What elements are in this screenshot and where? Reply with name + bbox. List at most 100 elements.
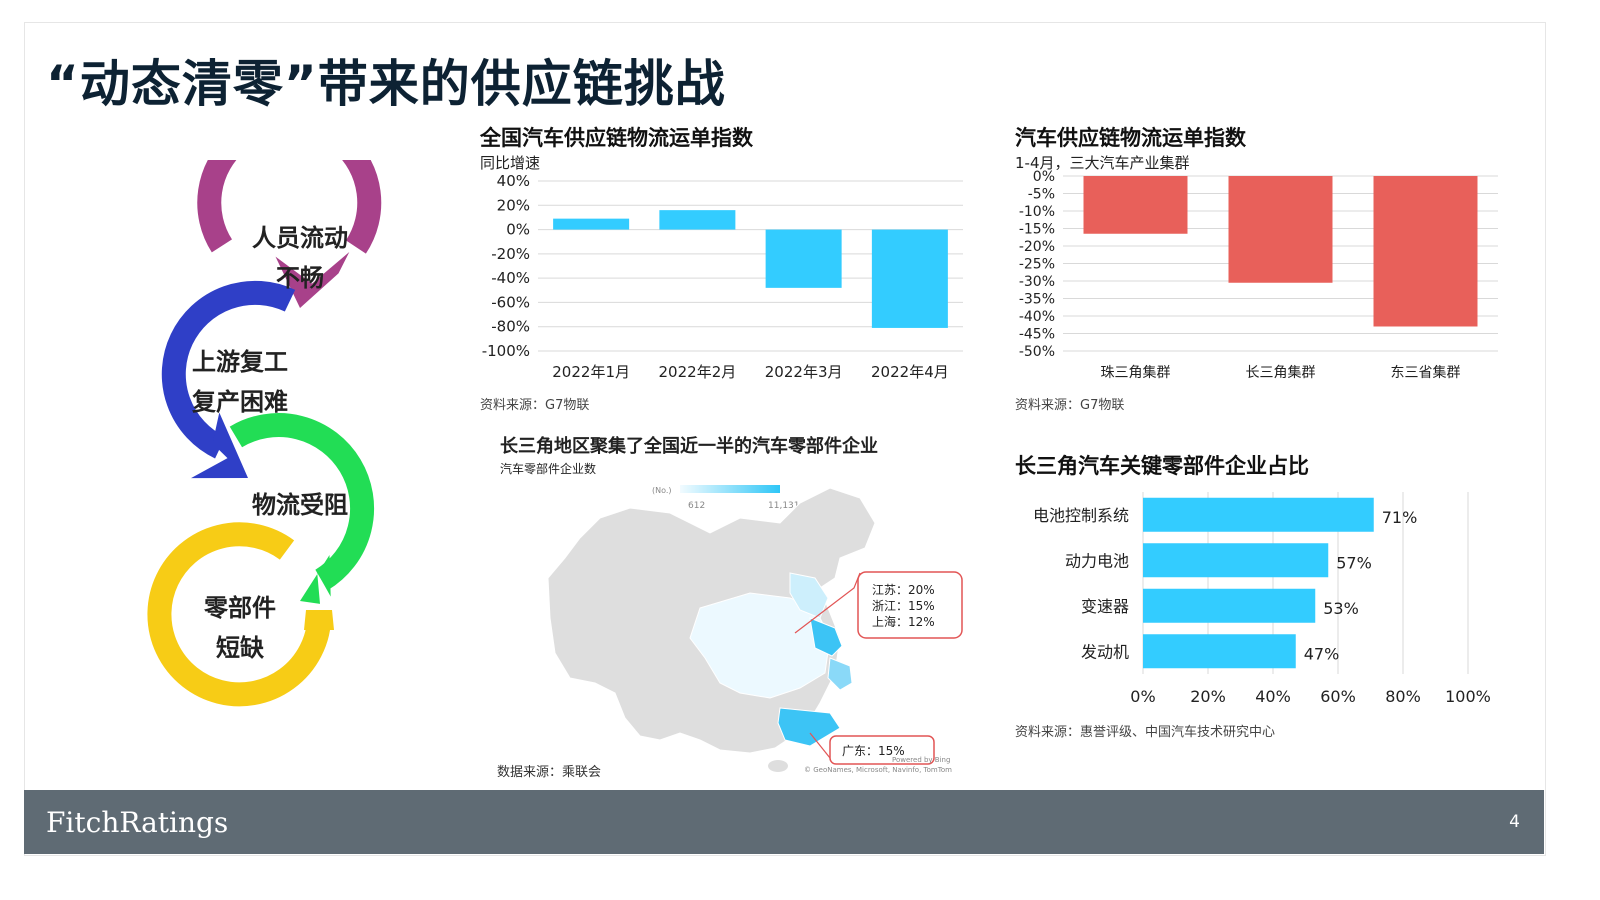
data-label: 57% (1336, 553, 1372, 572)
ring-arrow-2 (191, 412, 248, 479)
map-hainan (768, 760, 788, 772)
ring-arc-4 (147, 522, 332, 707)
china-map: (No.) 612 11,131 江苏：20% 浙江：15% 上海：12% 广东… (547, 485, 963, 774)
map-zhejiang (827, 657, 853, 691)
chart1-plot: 40% 20% 0% -20% -40% -60% -80% -100% 2022年1月 2022… (482, 172, 963, 381)
callout2-text: 广东：15% (842, 744, 905, 758)
y-tick-label: 变速器 (1081, 597, 1129, 616)
x-tick-label: 2022年4月 (871, 363, 949, 381)
callout1-line1: 江苏：20% (872, 583, 935, 597)
y-tick-label: 0% (1033, 169, 1055, 185)
bar (1083, 176, 1188, 234)
fitch-logo: FitchRatings (46, 806, 229, 839)
map-attribution-1: Powered by Bing (892, 756, 950, 764)
map-title: 长三角地区聚集了全国近一半的汽车零部件企业 (500, 436, 878, 457)
cycle-label-3a: 物流受阻 (252, 491, 348, 519)
ring-arc-1 (197, 160, 382, 254)
footer-bar: FitchRatings 4 (24, 790, 1544, 854)
ring-arc-2 (161, 280, 296, 459)
chart4-title: 长三角汽车关键零部件企业占比 (1015, 454, 1309, 478)
x-tick-label: 珠三角集群 (1101, 364, 1171, 381)
x-tick-label: 2022年3月 (765, 363, 843, 381)
chart1-title: 全国汽车供应链物流运单指数 (480, 126, 753, 150)
cycle-label-4a: 零部件 (203, 594, 276, 622)
x-tick-label: 东三省集群 (1391, 364, 1461, 381)
data-label: 71% (1382, 508, 1418, 527)
chart4-source: 资料来源：惠誉评级、中国汽车技术研究中心 (1015, 725, 1276, 740)
map-shandong (789, 572, 829, 619)
x-tick-label: 40% (1255, 687, 1291, 706)
y-tick-label: 20% (497, 196, 530, 214)
map-attribution-2: © GeoNames, Microsoft, Navinfo, TomTom (804, 766, 952, 774)
chart2-source: 资料来源：G7物联 (1015, 398, 1125, 413)
y-tick-label: -25% (1019, 257, 1055, 273)
callout1-line3: 上海：12% (872, 614, 935, 629)
chart2-plot: 0% -5%-10% -15%-20% -25%-30% -35%-40% -45%-50… (1019, 169, 1498, 381)
map-jiangsu (809, 617, 843, 657)
chart2-subtitle: 1-4月，三大汽车产业集群 (1015, 154, 1190, 172)
ring-arrow-3-arc (229, 413, 374, 591)
y-tick-label: -20% (491, 245, 530, 263)
y-tick-label: -60% (491, 293, 530, 311)
x-tick-label: 2022年2月 (659, 363, 737, 381)
y-tick-label: -40% (491, 269, 530, 287)
bar (659, 210, 736, 230)
x-tick-label: 20% (1190, 687, 1226, 706)
cycle-diagram: 人员流动 不畅 上游复工 复产困难 物流受阻 零部件 短缺 (147, 160, 382, 707)
cycle-label-2a: 上游复工 (192, 348, 288, 376)
map-legend-bar (680, 485, 780, 493)
cycle-ring-3 (229, 413, 374, 604)
bar (1143, 588, 1316, 623)
page-number: 4 (1509, 812, 1520, 832)
y-tick-label: 40% (497, 172, 530, 190)
cycle-ring-1 (197, 160, 382, 308)
map-source: 数据来源：乘联会 (497, 765, 602, 780)
y-tick-label: -30% (1019, 274, 1055, 290)
cycle-label-1b: 不畅 (276, 264, 324, 292)
x-tick-label: 0% (1130, 687, 1155, 706)
y-tick-label: 0% (506, 221, 530, 239)
callout2-leader (809, 732, 831, 759)
x-tick-label: 80% (1385, 687, 1421, 706)
y-tick-label: -45% (1019, 327, 1055, 343)
cycle-label-1a: 人员流动 (252, 224, 348, 252)
page-title: “动态清零”带来的供应链挑战 (46, 55, 726, 113)
y-tick-label: -50% (1019, 344, 1055, 360)
chart2-title: 汽车供应链物流运单指数 (1015, 126, 1246, 150)
bar (553, 218, 630, 230)
y-tick-label: -5% (1028, 187, 1055, 203)
map-callout2 (829, 735, 935, 765)
bar (1143, 634, 1296, 669)
chart1-source: 资料来源：G7物联 (480, 398, 590, 413)
x-tick-label: 2022年1月 (552, 363, 630, 381)
chart1-subtitle: 同比增速 (480, 154, 541, 172)
cycle-ring-2 (161, 280, 296, 479)
map-east-region (689, 592, 831, 699)
cycle-label-4b: 短缺 (216, 634, 265, 662)
y-tick-label: 电池控制系统 (1033, 506, 1129, 525)
map-legend-unit: (No.) (652, 486, 672, 495)
map-subtitle: 汽车零部件企业数 (500, 462, 597, 476)
bar (765, 229, 842, 288)
y-tick-label: 发动机 (1081, 642, 1129, 661)
y-tick-label: -35% (1019, 292, 1055, 308)
data-label: 47% (1304, 644, 1340, 663)
y-tick-label: -15% (1019, 222, 1055, 238)
callout1-line2: 浙江：15% (872, 599, 935, 613)
data-label: 53% (1323, 599, 1359, 618)
bar (871, 229, 948, 328)
map-legend-max: 11,131 (768, 501, 800, 511)
cycle-label-2b: 复产困难 (191, 388, 288, 416)
x-tick-label: 60% (1320, 687, 1356, 706)
chart4-plot: 0% 20% 40% 60% 80% 100% 电池控制系统 71% 动力电池 57% 变速器 53%… (1033, 492, 1491, 706)
bar (1143, 497, 1374, 532)
map-legend-min: 612 (688, 501, 705, 511)
x-tick-label: 长三角集群 (1246, 364, 1316, 381)
cycle-ring-4 (147, 522, 334, 707)
y-tick-label: -40% (1019, 309, 1055, 325)
y-tick-label: -20% (1019, 239, 1055, 255)
ring-arrow-3 (300, 555, 331, 604)
y-tick-label: -100% (482, 342, 530, 360)
ring-arrow-1 (275, 252, 350, 308)
map-callout1 (857, 571, 963, 639)
